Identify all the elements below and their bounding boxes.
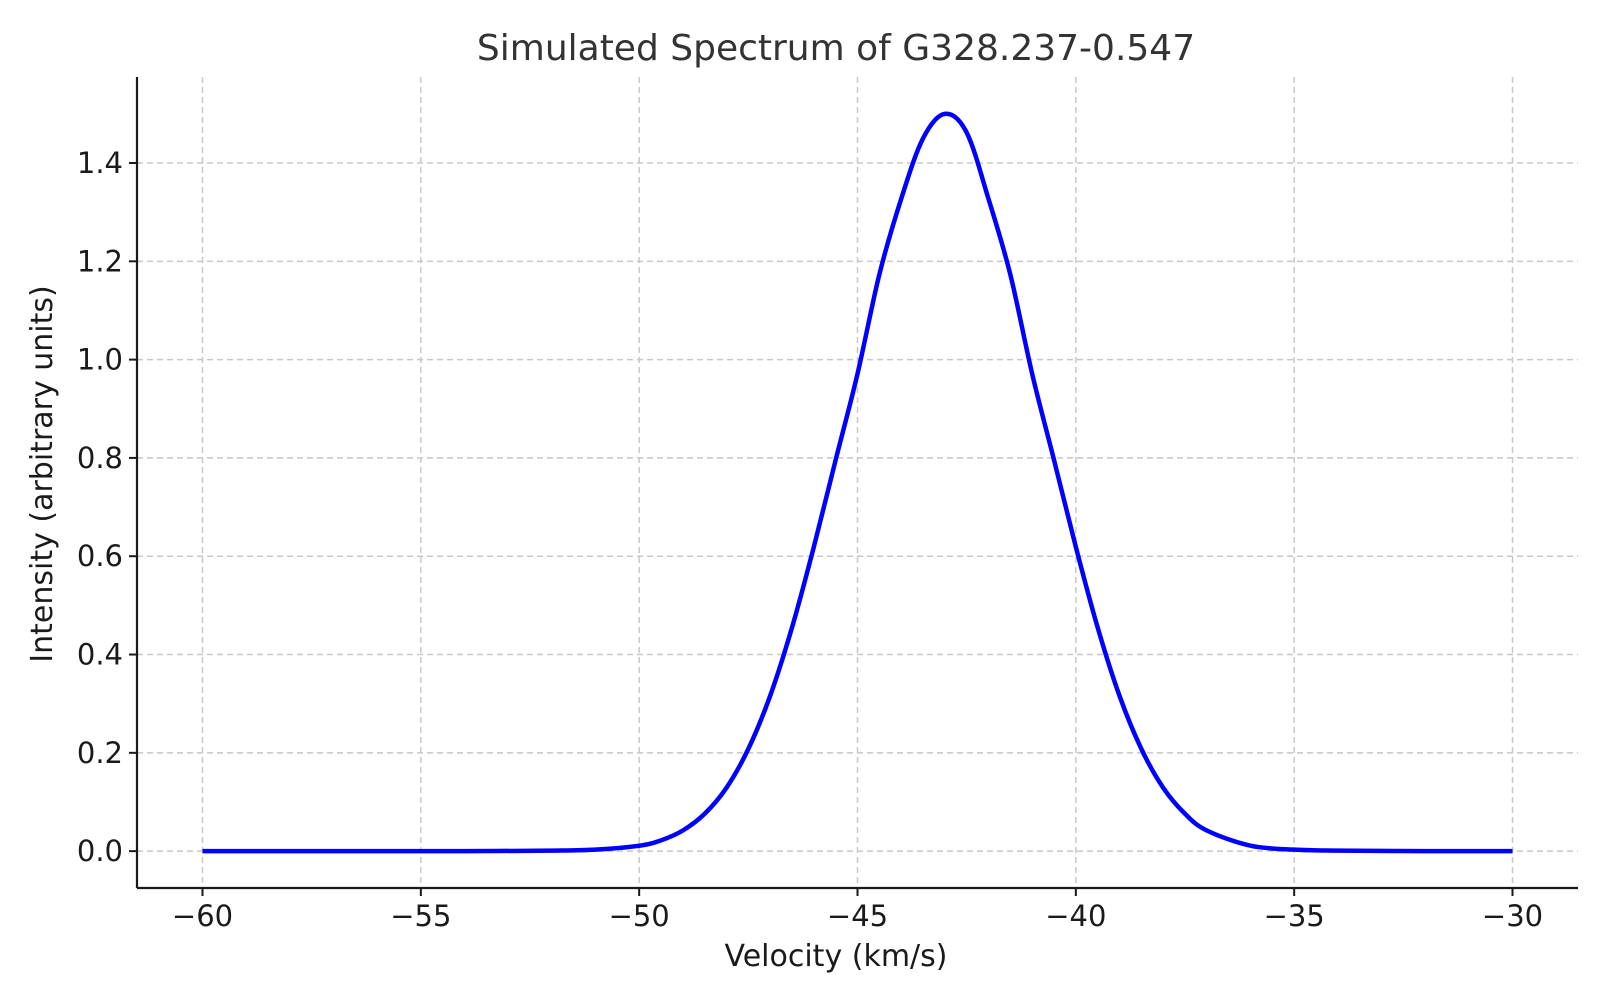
x-axis-label: Velocity (km/s) — [725, 939, 948, 974]
series — [202, 111, 1513, 854]
x-tick-label: −55 — [390, 899, 451, 933]
series-line — [202, 111, 1513, 854]
x-tick-label: −40 — [1045, 899, 1106, 933]
y-tick-label: 1.2 — [77, 244, 123, 278]
grid — [137, 77, 1578, 888]
y-tick-label: 0.0 — [77, 834, 123, 868]
chart-title: Simulated Spectrum of G328.237-0.547 — [477, 28, 1195, 69]
x-tick-label: −45 — [827, 899, 888, 933]
ticks: −60 −55 −50 −45 −40 −35 −30 0.0 0.2 0.4 0.6 0.8 1.0 1… — [77, 146, 1543, 933]
y-tick-label: 1.4 — [77, 146, 123, 180]
y-tick-label: 0.4 — [77, 638, 123, 672]
y-tick-label: 0.2 — [77, 736, 123, 770]
x-tick-label: −35 — [1264, 899, 1325, 933]
y-axis-label: Intensity (arbitrary units) — [25, 285, 60, 662]
y-tick-label: 0.6 — [77, 539, 123, 573]
x-tick-label: −30 — [1482, 899, 1543, 933]
x-tick-label: −50 — [609, 899, 670, 933]
x-tick-label: −60 — [172, 899, 233, 933]
y-tick-label: 0.8 — [77, 441, 123, 475]
y-tick-label: 1.0 — [77, 343, 123, 377]
